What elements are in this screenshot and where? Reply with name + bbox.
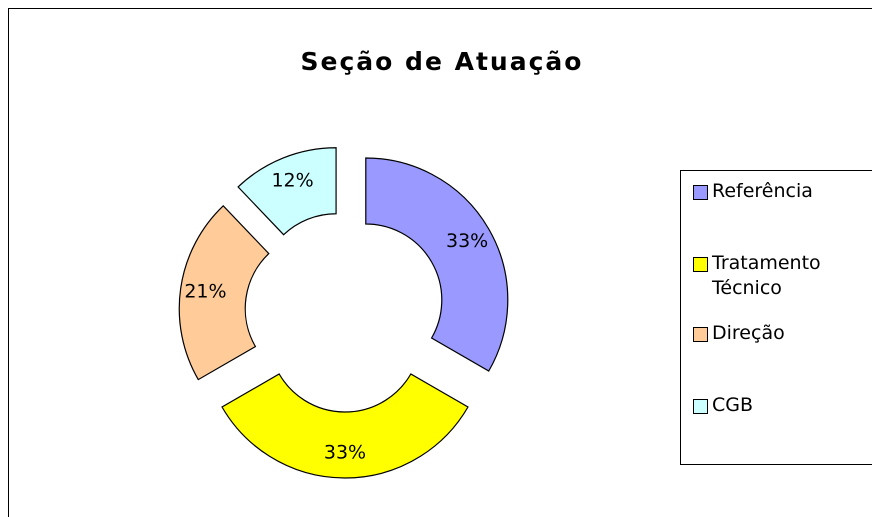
- legend-label: Referência: [712, 180, 813, 202]
- legend-label: CGB: [712, 394, 754, 416]
- data-label: 12%: [271, 170, 313, 192]
- chart-frame: [8, 8, 872, 517]
- legend-label: Tratamento Técnico: [712, 252, 821, 299]
- data-label: 33%: [446, 230, 488, 252]
- legend-swatch: [693, 257, 708, 272]
- legend-entry: Tratamento Técnico: [693, 251, 871, 301]
- legend-entry: CGB: [693, 393, 871, 418]
- data-label: 21%: [184, 280, 226, 302]
- donut-slice: [365, 157, 509, 372]
- legend-label: Direção: [712, 322, 785, 344]
- chart-title: Seção de Atuação: [301, 47, 584, 76]
- legend-swatch: [693, 327, 708, 342]
- donut-slice: [221, 373, 469, 479]
- donut-slice: [237, 147, 337, 236]
- legend: Referência Tratamento Técnico Direção CGB: [680, 170, 872, 465]
- legend-entry: Referência: [693, 179, 871, 204]
- legend-swatch: [693, 399, 708, 414]
- donut-slice: [178, 204, 270, 381]
- data-label: 33%: [324, 442, 366, 464]
- legend-swatch: [693, 185, 708, 200]
- legend-entry: Direção: [693, 321, 871, 346]
